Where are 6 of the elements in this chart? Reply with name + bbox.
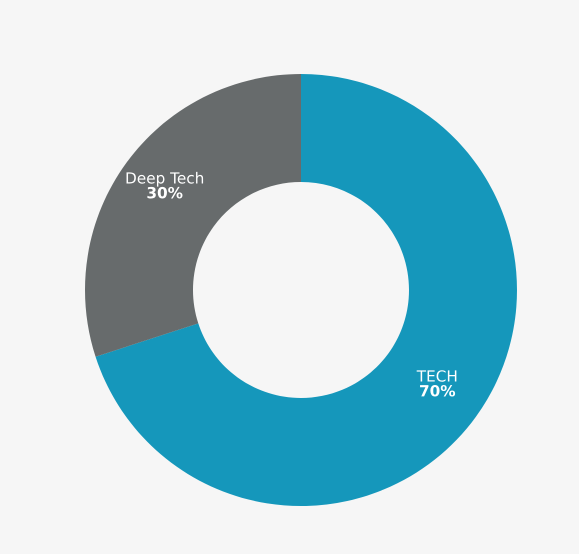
slice-label: TECH [416,370,456,382]
data-label: 70% [420,384,456,397]
data-label: 30% [147,186,182,198]
donut-slice [96,74,517,506]
donut-slice [85,74,301,357]
slice-label: Deep Tech [126,172,204,187]
